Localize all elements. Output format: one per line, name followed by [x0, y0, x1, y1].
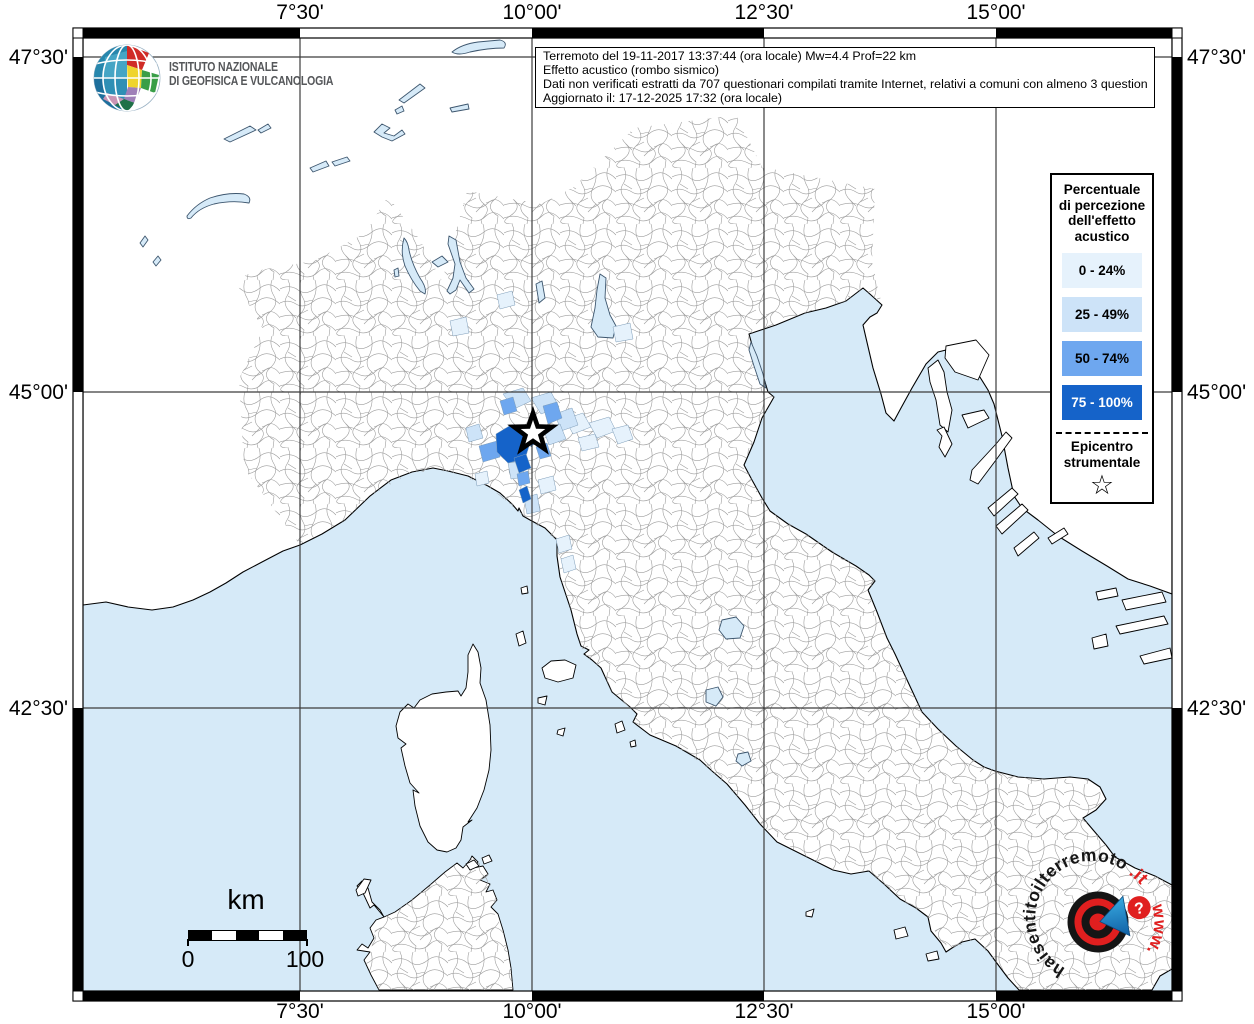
axis-label-bottom-4: 15°00': [966, 1000, 1026, 1023]
axis-label-right-1: 47°30': [1187, 46, 1247, 69]
ingv-line1: ISTITUTO NAZIONALE: [169, 60, 278, 74]
epicenter-label: Epicentro strumentale: [1063, 439, 1141, 470]
corsica: [395, 643, 492, 853]
axis-label-right-2: 45°00': [1187, 381, 1247, 404]
axis-label-top-2: 10°00': [502, 1, 562, 24]
map-frame: [72, 27, 1183, 1002]
lakes: [139, 39, 767, 767]
epicenter-star: [507, 406, 559, 455]
axis-label-left-2: 45°00': [8, 381, 68, 404]
legend: Percentuale di percezione dell'effetto a…: [1050, 173, 1154, 504]
legend-class-75-100: 75 - 100%: [1062, 385, 1142, 420]
scale-bar-segments: [188, 930, 307, 941]
event-effect: Effetto acustico (rombo sismico): [543, 63, 720, 77]
axis-label-top-4: 15°00': [966, 1, 1026, 24]
megaphone-icon: [1099, 895, 1131, 937]
legend-class-0-24: 0 - 24%: [1062, 253, 1142, 288]
legend-class-25-49: 25 - 49%: [1062, 297, 1142, 332]
tyrrhenian-islands: [465, 585, 940, 962]
axis-label-top-1: 7°30': [276, 1, 324, 24]
axis-label-bottom-3: 12°30': [734, 1000, 794, 1023]
felt-municipalities: [449, 290, 634, 574]
ingv-line2: DI GEOFISICA E VULCANOLOGIA: [169, 73, 334, 88]
axis-label-left-3: 42°30': [8, 697, 68, 720]
axis-label-bottom-2: 10°00': [502, 1000, 562, 1023]
scale-unit-label: km: [227, 884, 265, 915]
axis-label-left-1: 47°30': [8, 46, 68, 69]
ingv-globe-icon: [93, 44, 161, 112]
question-badge: [1127, 896, 1151, 920]
axis-label-bottom-1: 7°30': [276, 1000, 324, 1023]
legend-title: Percentuale di percezione dell'effetto a…: [1058, 182, 1146, 244]
event-title: Terremoto del 19-11-2017 13:37:44 (ora l…: [543, 50, 917, 63]
epicenter-star-icon: ☆: [1089, 470, 1115, 500]
adriatic-islands: [927, 339, 1172, 665]
event-info-box: Terremoto del 19-11-2017 13:37:44 (ora l…: [535, 47, 1155, 108]
axis-label-right-3: 42°30': [1187, 697, 1247, 720]
axis-label-top-3: 12°30': [734, 1, 794, 24]
scale-end: 100: [285, 946, 325, 972]
event-updated: Aggiornato il: 17-12-2025 17:32 (ora loc…: [543, 91, 783, 105]
legend-divider: [1056, 432, 1148, 434]
legend-class-50-74: 50 - 74%: [1062, 341, 1142, 376]
asinara-island: [355, 878, 372, 897]
ingv-logo-text: ISTITUTO NAZIONALE DI GEOFISICA E VULCAN…: [169, 60, 334, 88]
scale-start: 0: [181, 946, 195, 972]
bullseye-core: [1089, 913, 1107, 931]
question-mark: ?: [1133, 900, 1146, 918]
event-note: Dati non verificati estratti da 707 ques…: [543, 77, 1147, 91]
